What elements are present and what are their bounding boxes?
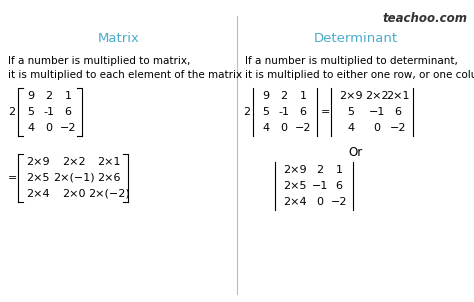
Text: 5: 5 (347, 107, 355, 117)
Text: 1: 1 (64, 91, 72, 101)
Text: Determinant: Determinant (313, 32, 398, 45)
Text: −1: −1 (369, 107, 385, 117)
Text: 0: 0 (46, 123, 53, 133)
Text: 2: 2 (8, 107, 15, 117)
Text: =: = (321, 107, 330, 117)
Text: -1: -1 (44, 107, 55, 117)
Text: −2: −2 (295, 123, 311, 133)
Text: 0: 0 (281, 123, 288, 133)
Text: 2×9: 2×9 (26, 157, 50, 167)
Text: 9: 9 (27, 91, 35, 101)
Text: −2: −2 (390, 123, 406, 133)
Text: 6: 6 (300, 107, 307, 117)
Text: −1: −1 (312, 181, 328, 191)
Text: 2: 2 (243, 107, 250, 117)
Text: 1: 1 (300, 91, 307, 101)
Text: 2×6: 2×6 (97, 173, 121, 183)
Text: 2: 2 (316, 165, 323, 175)
Text: 2×1: 2×1 (97, 157, 121, 167)
Text: 6: 6 (64, 107, 72, 117)
Text: 2×4: 2×4 (26, 189, 50, 199)
Text: −2: −2 (60, 123, 76, 133)
Text: 2×2: 2×2 (62, 157, 86, 167)
Text: 0: 0 (317, 197, 323, 207)
Text: 5: 5 (263, 107, 270, 117)
Text: 2×(−1): 2×(−1) (53, 173, 95, 183)
Text: 2×9: 2×9 (339, 91, 363, 101)
Text: 4: 4 (347, 123, 355, 133)
Text: If a number is multiplied to matrix,: If a number is multiplied to matrix, (8, 56, 191, 66)
Text: 5: 5 (27, 107, 35, 117)
Text: Matrix: Matrix (98, 32, 139, 45)
Text: it is multiplied to either one row, or one column: it is multiplied to either one row, or o… (245, 70, 474, 80)
Text: =: = (8, 173, 18, 183)
Text: 2×1: 2×1 (386, 91, 410, 101)
Text: 2×9: 2×9 (283, 165, 307, 175)
Text: 2×(−2): 2×(−2) (88, 189, 130, 199)
Text: Or: Or (348, 146, 363, 159)
Text: −2: −2 (331, 197, 347, 207)
Text: 2×2: 2×2 (365, 91, 389, 101)
Text: 4: 4 (263, 123, 270, 133)
Text: 2: 2 (46, 91, 53, 101)
Text: 2: 2 (281, 91, 288, 101)
Text: 1: 1 (336, 165, 342, 175)
Text: teachoo.com: teachoo.com (383, 12, 468, 25)
Text: it is multiplied to each element of the matrix: it is multiplied to each element of the … (8, 70, 242, 80)
Text: 6: 6 (336, 181, 342, 191)
Text: 6: 6 (394, 107, 401, 117)
Text: 2×5: 2×5 (283, 181, 307, 191)
Text: 4: 4 (27, 123, 35, 133)
Text: 2×0: 2×0 (62, 189, 86, 199)
Text: 2×4: 2×4 (283, 197, 307, 207)
Text: If a number is multiplied to determinant,: If a number is multiplied to determinant… (245, 56, 458, 66)
Text: 0: 0 (374, 123, 381, 133)
Text: 9: 9 (263, 91, 270, 101)
Text: 2×5: 2×5 (26, 173, 50, 183)
Text: -1: -1 (279, 107, 290, 117)
